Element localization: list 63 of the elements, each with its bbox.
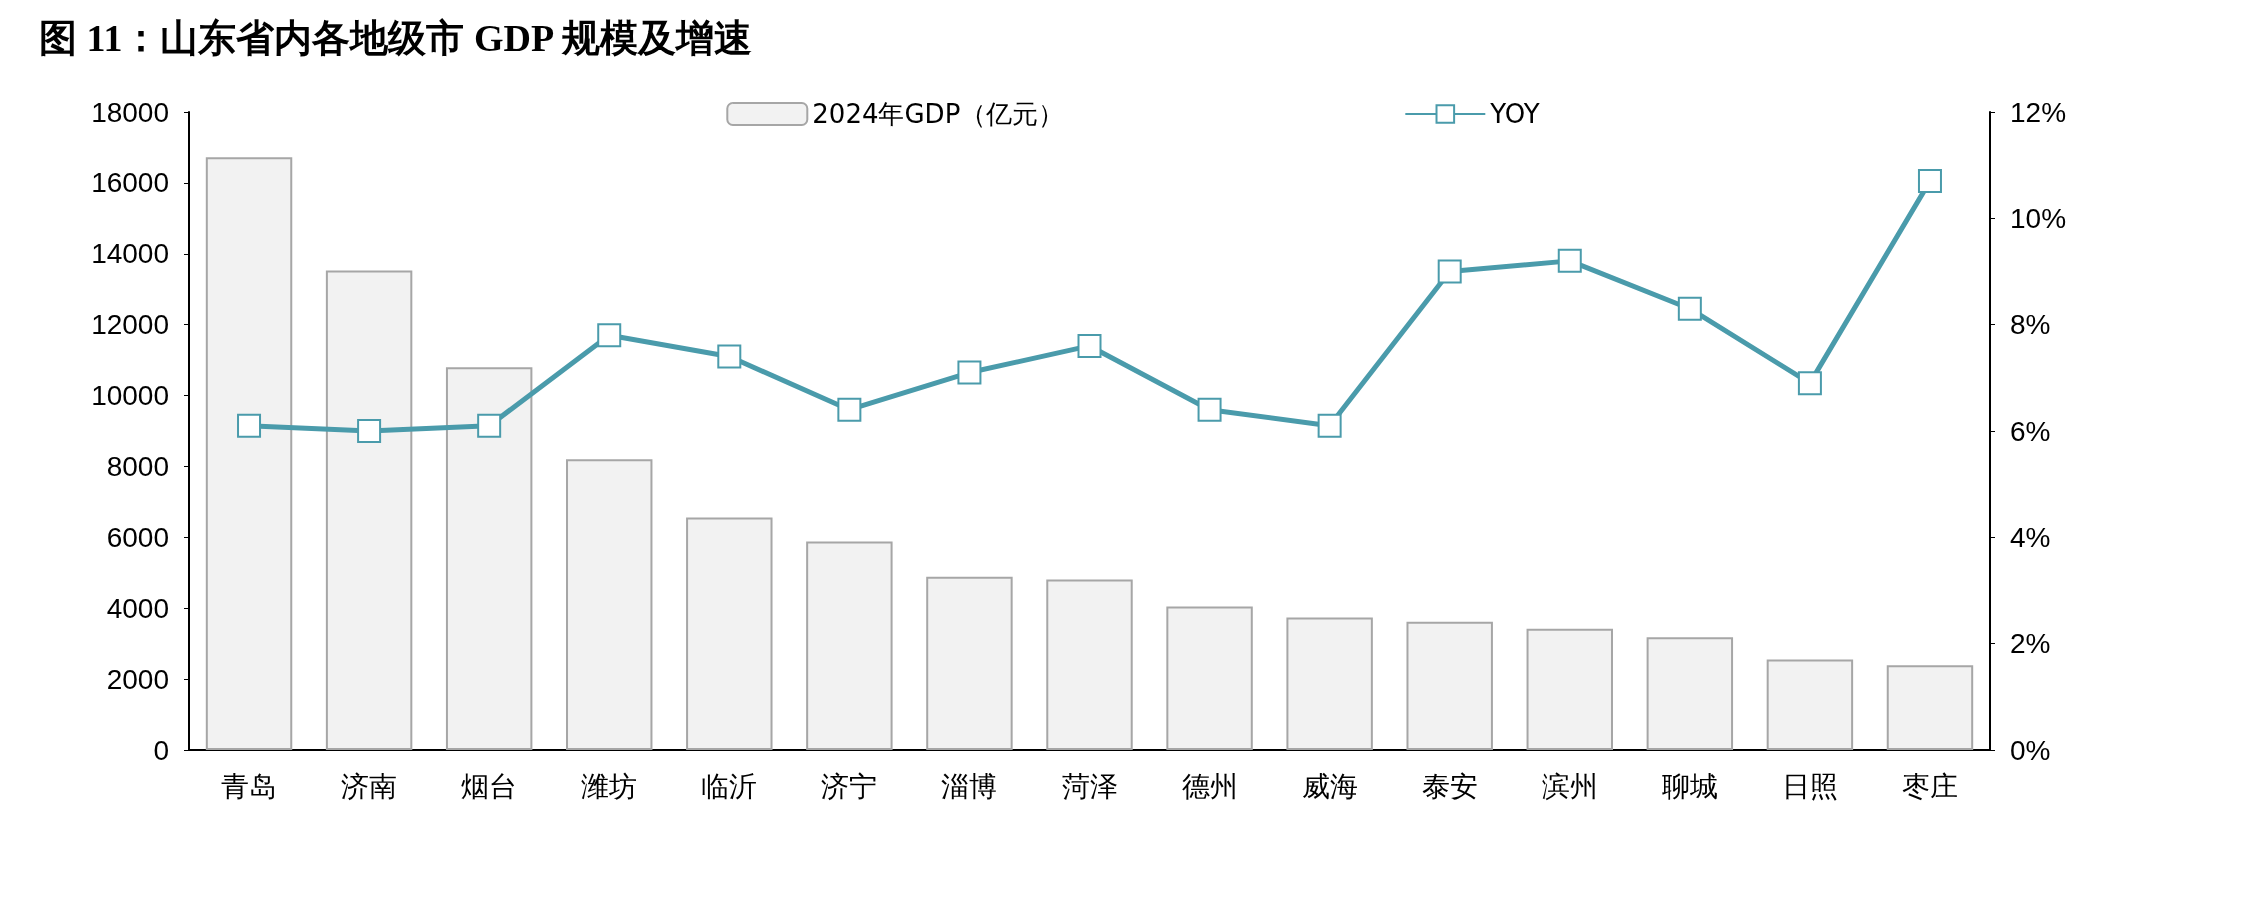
chart-title: 图 11：山东省内各地级市 GDP 规模及增速 xyxy=(39,17,752,59)
x-tick-label: 德州 xyxy=(1181,769,1238,803)
y-tick-label: 4000 xyxy=(106,592,169,624)
point xyxy=(1317,413,1342,438)
y-tick-label: 12000 xyxy=(91,309,169,341)
y-tick-label: 8000 xyxy=(106,450,169,482)
point xyxy=(597,323,622,348)
y-tick-label: 14000 xyxy=(91,238,169,270)
y2-tick-label: 8% xyxy=(2010,309,2051,341)
bar xyxy=(1046,579,1133,750)
bar xyxy=(1286,617,1373,750)
x-tick-label: 青岛 xyxy=(221,769,278,803)
point xyxy=(357,419,382,443)
point xyxy=(1677,296,1702,321)
point xyxy=(957,360,982,385)
y-tick-label: 0 xyxy=(153,734,169,766)
y2-tick-label: 0% xyxy=(2010,734,2051,766)
bar xyxy=(445,367,533,750)
bar xyxy=(806,541,893,750)
bar xyxy=(1646,637,1734,750)
point xyxy=(1557,248,1582,273)
x-tick-label: 烟台 xyxy=(461,769,518,803)
point xyxy=(477,413,502,438)
point xyxy=(717,344,742,369)
y-tick-label: 18000 xyxy=(91,96,169,128)
x-tick-label: 泰安 xyxy=(1421,769,1478,803)
x-tick-label: 枣庄 xyxy=(1901,769,1958,803)
bar xyxy=(205,157,293,750)
x-tick-label: 日照 xyxy=(1781,769,1838,803)
legend-label: YOY xyxy=(1489,99,1540,129)
x-tick-label: 潍坊 xyxy=(581,769,638,803)
y2-tick-label: 12% xyxy=(2010,96,2067,128)
bar xyxy=(1766,659,1854,750)
point xyxy=(237,413,262,438)
legend-label: 2024年GDP（亿元） xyxy=(812,99,1065,129)
x-tick-label: 济南 xyxy=(341,769,398,803)
bar xyxy=(325,270,413,750)
x-tick-label: 淄博 xyxy=(941,769,998,803)
y2-tick-label: 2% xyxy=(2010,628,2051,660)
y-tick-label: 2000 xyxy=(106,663,169,695)
x-tick-label: 济宁 xyxy=(821,769,878,803)
x-tick-label: 滨州 xyxy=(1541,769,1598,803)
point xyxy=(1797,371,1822,396)
bar xyxy=(686,517,773,750)
y2-tick-label: 6% xyxy=(2010,415,2051,447)
point xyxy=(1197,397,1222,422)
bar xyxy=(566,459,653,750)
point xyxy=(837,397,862,422)
x-tick-label: 临沂 xyxy=(701,769,758,803)
bar xyxy=(1526,628,1613,750)
y-tick-label: 16000 xyxy=(91,167,169,199)
point xyxy=(1437,259,1462,284)
bar xyxy=(926,576,1013,750)
y2-tick-label: 10% xyxy=(2010,202,2067,234)
bar xyxy=(1166,606,1253,750)
bar xyxy=(1406,621,1493,750)
y-tick-label: 6000 xyxy=(106,521,169,553)
x-tick-label: 聊城 xyxy=(1661,769,1718,803)
x-tick-label: 菏泽 xyxy=(1061,769,1118,803)
y-tick-label: 10000 xyxy=(91,380,169,412)
x-tick-label: 威海 xyxy=(1301,769,1358,803)
bar xyxy=(1886,665,1974,750)
y2-tick-label: 4% xyxy=(2010,521,2051,553)
